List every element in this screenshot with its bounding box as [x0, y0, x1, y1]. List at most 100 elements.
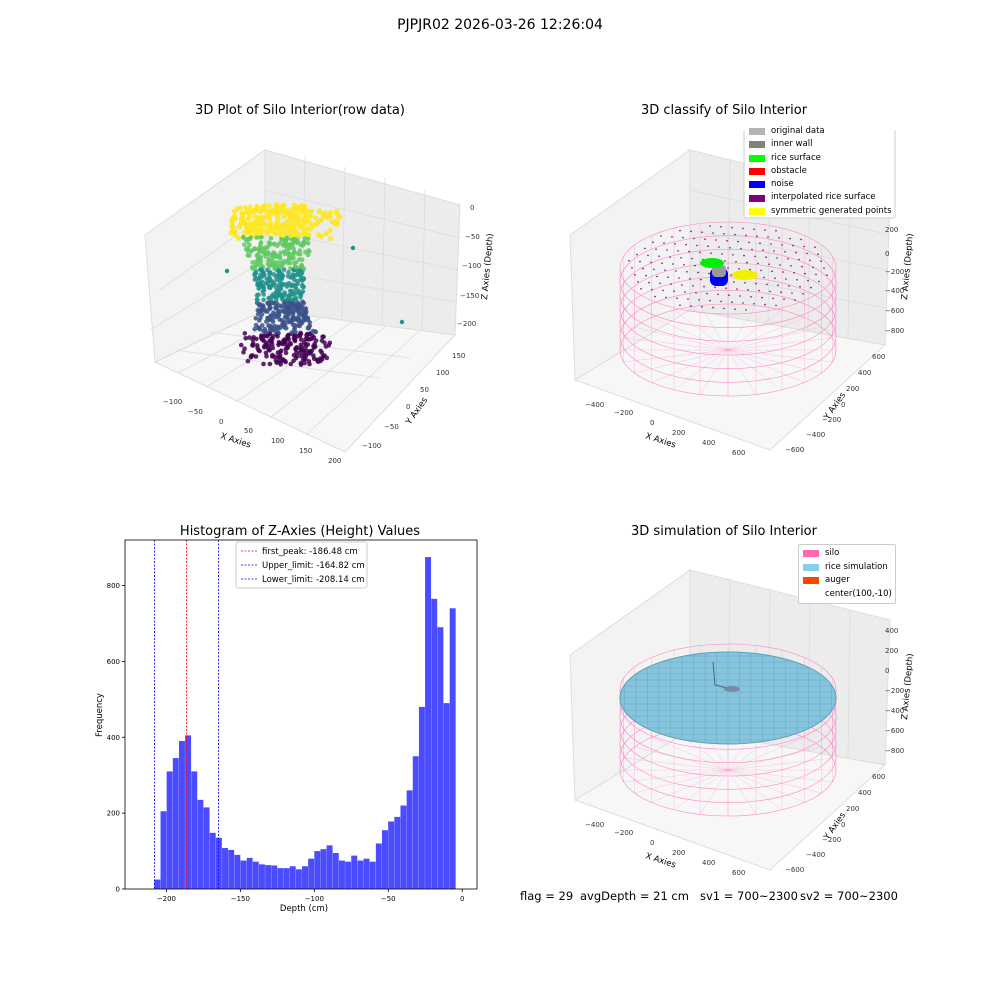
scatter-point: [306, 248, 311, 253]
wireframe-spoke: [634, 349, 729, 374]
scatter-point: [274, 225, 280, 231]
scatter-point: [279, 237, 284, 242]
scatter-point: [293, 329, 298, 334]
interpolated-point: [712, 306, 714, 309]
scatter-point: [250, 260, 255, 265]
interpolated-point: [701, 231, 703, 233]
wireframe-spoke: [699, 349, 729, 395]
scatter-point: [265, 232, 270, 237]
scatter-point: [337, 214, 343, 220]
interpolated-point: [661, 262, 663, 264]
scatter-point: [289, 207, 294, 212]
raw-xtick: 0: [219, 418, 223, 426]
legend-swatch: [749, 168, 765, 176]
scatter-point: [298, 331, 304, 337]
scatter-point: [238, 220, 245, 226]
interpolated-point: [771, 270, 773, 272]
interpolated-point: [789, 237, 791, 240]
interpolated-point: [663, 242, 665, 244]
interpolated-point: [721, 253, 723, 255]
scatter-point: [292, 325, 298, 331]
scatter-point: [270, 210, 276, 216]
simulation-legend: silo rice simulation auger center(100,-1…: [798, 544, 896, 604]
wireframe-spoke: [651, 317, 729, 351]
scatter-point: [275, 219, 280, 224]
scatter-point: [274, 360, 279, 365]
scatter-point: [261, 205, 267, 211]
interpolated-point: [791, 292, 793, 294]
interpolated-point: [725, 287, 727, 289]
interpolated-point: [665, 296, 667, 299]
y-tick-label: 800: [107, 582, 120, 590]
scatter-point: [308, 209, 314, 215]
histogram-bar: [357, 860, 364, 889]
interpolated-point: [810, 286, 812, 289]
scatter-point: [259, 234, 264, 240]
scatter-point: [302, 315, 307, 321]
scatter-point: [253, 354, 259, 359]
interpolated-point: [679, 229, 681, 232]
scatter-point: [302, 240, 307, 245]
interpolated-point: [753, 303, 755, 305]
interpolated-point: [750, 296, 752, 298]
interpolated-point: [726, 240, 728, 242]
scatter-point: [320, 334, 325, 340]
classify-zlabel: Z Axies (Depth): [900, 233, 916, 300]
raw-plot-title: 3D Plot of Silo Interior(row data): [195, 103, 405, 118]
interpolated-point: [753, 228, 755, 230]
legend-label: Upper_limit: -164.82 cm: [262, 561, 365, 571]
histogram-bar: [271, 865, 278, 889]
scatter-point: [399, 319, 405, 325]
histogram-bar: [382, 830, 388, 889]
scatter-point: [258, 208, 264, 214]
interpolated-point: [652, 241, 654, 243]
interpolated-point: [762, 249, 764, 251]
interpolated-point: [733, 281, 735, 283]
classify-3d-plot: −400 −200 0 200 400 600 −600 −400 −200 0…: [569, 130, 916, 457]
legend-label: symmetric generated points: [771, 205, 892, 216]
interpolated-point: [785, 278, 787, 280]
histogram-bar: [246, 857, 253, 889]
wireframe-spoke: [727, 337, 833, 351]
interpolated-point: [742, 302, 744, 304]
scatter-point: [243, 336, 248, 341]
wireframe-spoke: [673, 349, 729, 390]
interpolated-point: [796, 279, 798, 281]
histogram-bar: [222, 848, 229, 889]
interpolated-point: [671, 236, 673, 238]
scatter-point: [242, 346, 247, 351]
raw-ytick: 150: [452, 352, 465, 360]
scatter-point: [299, 263, 305, 268]
interpolated-point: [764, 303, 766, 306]
classify-ytick: −200: [822, 416, 841, 424]
scatter-point: [268, 221, 274, 226]
scatter-point: [300, 207, 306, 213]
scatter-point: [286, 270, 291, 275]
x-tick-label: −150: [231, 895, 250, 903]
scatter-point: [267, 203, 272, 209]
interpolated-point: [761, 296, 763, 299]
wireframe-spoke: [727, 349, 833, 363]
histogram-title: Histogram of Z-Axies (Height) Values: [179, 524, 421, 539]
wireframe-spoke: [727, 317, 805, 351]
interpolated-point: [694, 264, 696, 267]
scatter-point: [247, 204, 253, 209]
scatter-point: [294, 303, 299, 309]
scatter-point: [260, 304, 265, 309]
interpolated-point: [636, 253, 638, 256]
classify-ztick: −200: [885, 268, 904, 276]
status-sv1: sv1 = 700~2300: [700, 889, 798, 903]
histogram-bar: [228, 849, 235, 889]
wireframe-spoke: [727, 349, 783, 390]
wireframe-spoke: [623, 337, 729, 351]
scatter-point: [313, 338, 319, 343]
interpolated-point: [710, 252, 712, 254]
interpolated-point: [740, 247, 742, 250]
scatter-point: [251, 335, 256, 340]
interpolated-point: [736, 288, 738, 290]
scatter-point: [288, 361, 294, 367]
interpolated-point: [756, 235, 758, 237]
scatter-point: [303, 306, 309, 311]
scatter-point: [250, 340, 256, 346]
raw-ztick: −150: [460, 292, 479, 300]
